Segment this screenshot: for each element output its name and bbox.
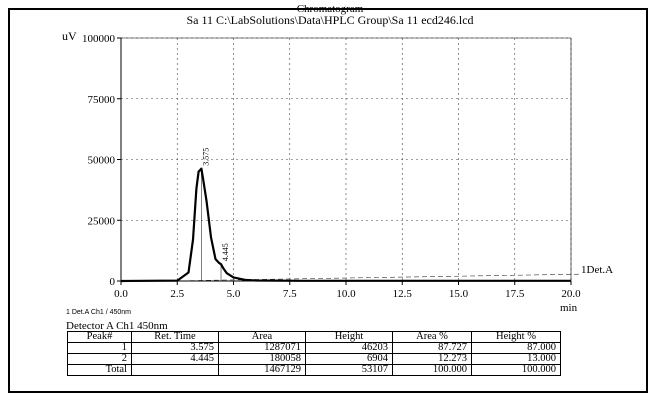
cell-peak: 1 <box>67 342 132 354</box>
y-axis-label: uV <box>62 29 77 43</box>
y-tick-label: 100000 <box>82 33 116 45</box>
x-tick-label: 5.0 <box>227 288 241 300</box>
chart-title: Chromatogram <box>296 3 364 15</box>
x-tick-label: 7.5 <box>283 288 297 300</box>
table-row: 2 4.445 180058 6904 12.273 13.000 <box>67 353 561 365</box>
series-line <box>120 167 571 283</box>
x-tick-label: 15.0 <box>449 288 469 300</box>
table-header-row: Peak# Ret. Time Area Height Area % Heigh… <box>67 331 561 343</box>
cell-total-area-pct: 100.000 <box>392 364 472 376</box>
x-tick-label: 10.0 <box>336 288 356 300</box>
peak-label: 3.575 <box>201 148 210 166</box>
cell-total-area: 1467129 <box>218 364 306 376</box>
cell-area: 1287071 <box>218 342 306 354</box>
peak-table: Peak# Ret. Time Area Height Area % Heigh… <box>67 331 561 376</box>
cell-total-height-pct: 100.000 <box>471 364 561 376</box>
cell-ret-time: 4.445 <box>131 353 219 365</box>
y-tick-label: 0 <box>110 276 116 288</box>
screenshot-frame <box>8 8 648 393</box>
y-tick-label: 25000 <box>88 215 116 227</box>
cell-height: 6904 <box>305 353 393 365</box>
cell-area-pct: 87.727 <box>392 342 472 354</box>
x-axis-label: min <box>560 302 578 314</box>
cell-height-pct: 13.000 <box>471 353 561 365</box>
cell-area-pct: 12.273 <box>392 353 472 365</box>
x-tick-label: 20.0 <box>561 288 581 300</box>
table-row: 1 3.575 1287071 46203 87.727 87.000 <box>67 342 561 354</box>
series-label: 1Det.A <box>581 264 614 276</box>
cell-total-ret-time <box>131 364 219 376</box>
cell-height-pct: 87.000 <box>471 342 561 354</box>
col-header-height-pct: Height % <box>471 331 561 343</box>
col-header-area-pct: Area % <box>392 331 472 343</box>
signal-label: 1 Det.A Ch1 / 450nm <box>66 309 131 316</box>
peak-label: 4.445 <box>221 243 230 261</box>
baseline-trace <box>165 273 580 282</box>
cell-area: 180058 <box>218 353 306 365</box>
cell-peak: 2 <box>67 353 132 365</box>
col-header-area: Area <box>218 331 306 343</box>
cell-total-height: 53107 <box>305 364 393 376</box>
col-header-peak: Peak# <box>67 331 132 343</box>
table-total-row: Total 1467129 53107 100.000 100.000 <box>67 364 561 376</box>
x-tick-label: 2.5 <box>170 288 184 300</box>
cell-ret-time: 3.575 <box>131 342 219 354</box>
cell-total-label: Total <box>67 364 132 376</box>
x-tick-label: 12.5 <box>393 288 413 300</box>
detector-label: Detector A Ch1 450nm <box>66 320 168 332</box>
y-tick-label: 50000 <box>88 155 116 167</box>
cell-height: 46203 <box>305 342 393 354</box>
col-header-height: Height <box>305 331 393 343</box>
x-tick-label: 0.0 <box>114 288 128 300</box>
y-tick-label: 75000 <box>88 94 116 106</box>
x-tick-label: 17.5 <box>505 288 525 300</box>
chart-subtitle: Sa 11 C:\LabSolutions\Data\HPLC Group\Sa… <box>186 13 474 27</box>
col-header-ret-time: Ret. Time <box>131 331 219 343</box>
